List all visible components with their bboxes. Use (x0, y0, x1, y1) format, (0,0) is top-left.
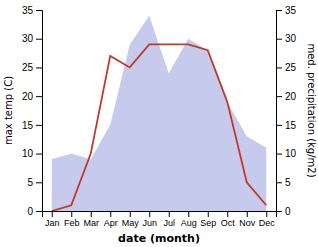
tick-mark (266, 211, 267, 217)
tick: 5 (27, 177, 42, 188)
tick-label: Jan (45, 218, 60, 228)
tick-mark (130, 211, 131, 217)
tick-label: Jun (142, 218, 157, 228)
tick: 15 (276, 120, 297, 131)
tick-mark (149, 211, 150, 217)
tick-label: Apr (104, 218, 118, 228)
tick: Jan (45, 211, 60, 228)
axis-line (43, 212, 277, 218)
tick-mark (110, 211, 111, 217)
line (52, 44, 267, 211)
tick: Jun (142, 211, 157, 228)
tick: May (122, 211, 140, 228)
tick-mark (208, 211, 209, 217)
tick: 20 (22, 91, 42, 102)
tick-label: Dec (259, 218, 276, 228)
tick-mark (36, 39, 42, 40)
tick: 5 (276, 177, 291, 188)
tick-mark (36, 211, 42, 212)
chart: Jan Feb Mar Apr MayJun Jul AugSep OctNovDec 0 5 10… (0, 0, 318, 247)
tick-mark (276, 125, 282, 126)
tick-mark (36, 10, 42, 11)
tick-label: 30 (22, 33, 34, 44)
tick-label: Oct (221, 218, 236, 228)
tick: 25 (22, 62, 42, 73)
tick-label: 30 (285, 33, 297, 44)
tick-mark (188, 211, 189, 217)
tick-mark (276, 182, 282, 183)
tick-mark (91, 211, 92, 217)
tick-mark (36, 67, 42, 68)
tick-label: 15 (22, 120, 34, 131)
tick-label: Jul (163, 218, 175, 228)
y-axis-title: max temp (C) (3, 76, 14, 145)
x-axis: Jan Feb Mar Apr MayJun Jul AugSep OctNovDec (43, 211, 277, 228)
plot: Jan Feb Mar Apr MayJun Jul AugSep OctNovDec 0 5 10… (22, 5, 297, 229)
tick: Sep (200, 211, 216, 228)
tick-mark (276, 39, 282, 40)
tick: Oct (221, 211, 236, 228)
tick-mark (36, 96, 42, 97)
tick-mark (227, 211, 228, 217)
y-axis: 0 5 10 15 20 25 30 35 (22, 5, 43, 217)
tick: Apr (104, 211, 118, 228)
tick-mark (276, 10, 282, 11)
tick-label: 35 (22, 5, 34, 16)
tick-mark (276, 96, 282, 97)
tick: 30 (276, 33, 297, 44)
tick-label: 20 (22, 91, 34, 102)
tick-mark (276, 67, 282, 68)
tick: 30 (22, 33, 42, 44)
tick: 0 (276, 206, 291, 217)
tick-label: 25 (285, 62, 297, 73)
tick-label: 0 (27, 206, 33, 217)
tick-mark (36, 154, 42, 155)
tick-mark (169, 211, 170, 217)
axis-line (277, 11, 283, 212)
tick-mark (36, 125, 42, 126)
tick-mark (276, 154, 282, 155)
tick-mark (36, 182, 42, 183)
tick-label: Sep (200, 218, 216, 228)
tick-label: 0 (285, 206, 291, 217)
tick-mark (276, 211, 282, 212)
tick: Jul (163, 211, 175, 228)
tick: 35 (22, 5, 42, 16)
tick-label: Nov (239, 218, 256, 228)
area (52, 16, 267, 211)
tick: 0 (27, 206, 42, 217)
tick: Mar (84, 211, 100, 228)
tick: 15 (22, 120, 42, 131)
tick-label: 10 (22, 148, 34, 159)
tick-label: 35 (285, 5, 297, 16)
tick-label: 10 (285, 148, 297, 159)
tick: Aug (181, 211, 197, 228)
x-axis-title: date (month) (118, 232, 200, 245)
axis-line (36, 11, 43, 212)
tick: 35 (276, 5, 297, 16)
y2-axis: 0 5 10 15 20 25 30 35 (276, 5, 297, 217)
tick-label: Aug (181, 218, 197, 228)
tick: Dec (259, 211, 276, 228)
tick: 10 (22, 148, 42, 159)
tick-mark (247, 211, 248, 217)
tick-label: Mar (84, 218, 100, 228)
tick-label: May (122, 218, 140, 228)
tick-label: Feb (64, 218, 80, 228)
tick-label: 15 (285, 120, 297, 131)
tick-mark (52, 211, 53, 217)
marks (52, 16, 267, 211)
tick: 10 (276, 148, 297, 159)
tick-label: 5 (27, 177, 33, 188)
tick: Feb (64, 211, 80, 228)
y2-axis-title: med. precipitation (kg/m2) (306, 43, 317, 177)
tick-label: 25 (22, 62, 34, 73)
tick-label: 20 (285, 91, 297, 102)
tick-mark (71, 211, 72, 217)
tick-label: 5 (285, 177, 291, 188)
tick: Nov (239, 211, 256, 228)
tick: 20 (276, 91, 297, 102)
tick: 25 (276, 62, 297, 73)
